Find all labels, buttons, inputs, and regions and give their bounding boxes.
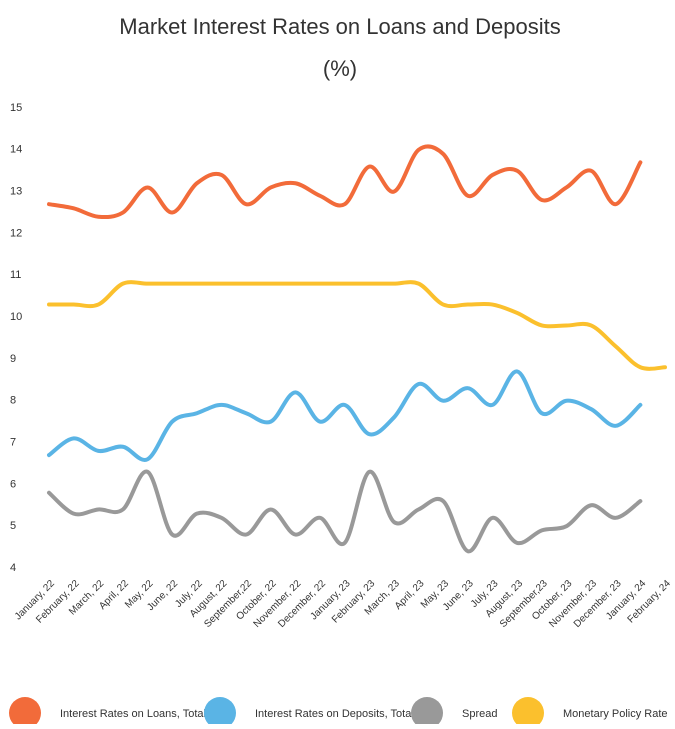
chart-subtitle: (%) [323,56,357,81]
legend-swatch [512,697,544,729]
series-line [47,144,643,220]
y-tick-label: 14 [10,144,22,156]
y-tick-label: 7 [10,436,16,448]
legend-swatch [9,697,41,729]
y-tick-label: 12 [10,227,22,239]
series-line [47,280,667,371]
legend-swatch [411,697,443,729]
y-tick-label: 11 [10,269,21,281]
series-line [47,369,643,462]
y-tick-label: 8 [10,395,16,407]
y-tick-label: 9 [10,353,16,365]
legend-label: Interest Rates on Loans, Total [60,708,206,720]
legend-swatch [204,697,236,729]
y-tick-label: 13 [10,186,22,198]
y-tick-label: 10 [10,311,22,323]
legend-label: Monetary Policy Rate [563,708,668,720]
legend-label: Interest Rates on Deposits, Total [255,708,414,720]
series-line [47,469,643,554]
chart-title: Market Interest Rates on Loans and Depos… [119,14,560,39]
y-tick-label: 4 [10,562,16,574]
y-tick-label: 15 [10,102,22,114]
y-tick-label: 6 [10,478,16,490]
y-tick-label: 5 [10,520,16,532]
legend-label: Spread [462,708,497,720]
